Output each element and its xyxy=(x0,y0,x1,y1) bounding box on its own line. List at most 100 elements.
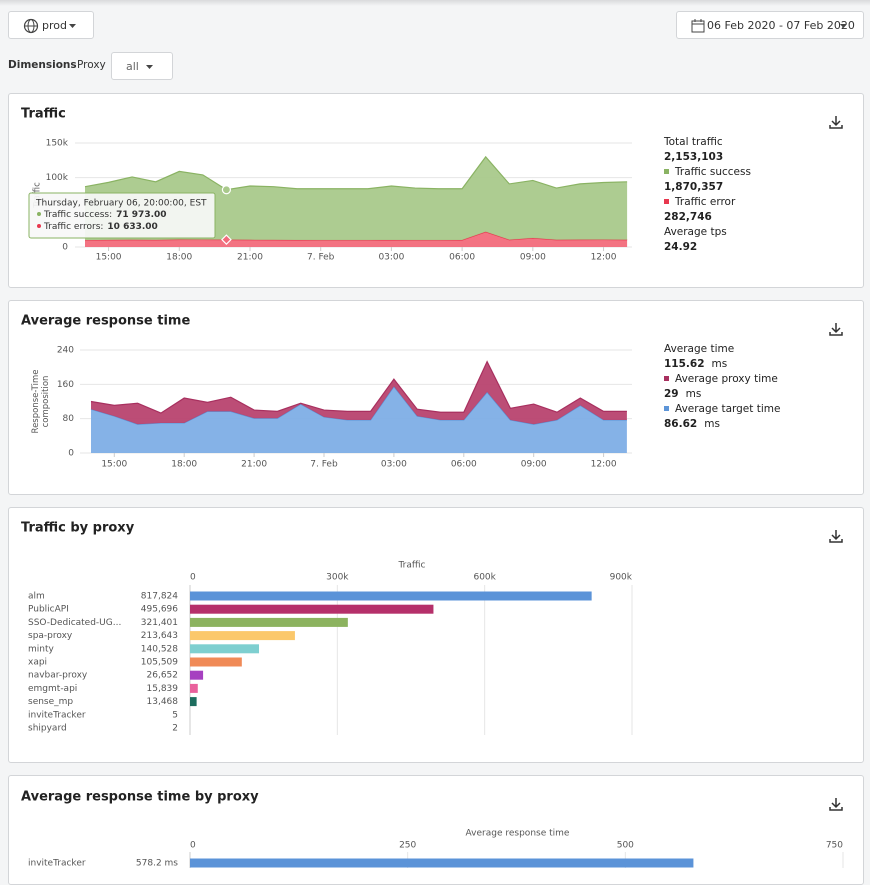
tooltip-value: 71 973.00 xyxy=(116,210,166,220)
bar xyxy=(190,684,198,693)
value-label: 2 xyxy=(172,724,178,734)
panel-title: Traffic xyxy=(21,107,66,122)
tooltip-title: Thursday, February 06, 20:00:00, EST xyxy=(35,199,207,209)
value-label: 817,824 xyxy=(141,592,178,602)
category-label: xapi xyxy=(28,658,47,668)
legend-value: 24.92 xyxy=(664,241,697,253)
value-label: 140,528 xyxy=(141,644,178,654)
legend-label: Average time xyxy=(664,343,734,355)
bar xyxy=(190,658,242,667)
panel-title: Average response time by proxy xyxy=(21,790,259,805)
x-tick-label: 7. Feb xyxy=(310,460,338,470)
category-label: alm xyxy=(28,592,45,602)
bar xyxy=(190,859,693,868)
tooltip-bullet xyxy=(37,212,41,216)
x-tick-label: 06:00 xyxy=(451,460,477,470)
download-icon xyxy=(830,798,842,810)
legend-swatch xyxy=(664,376,669,381)
legend-swatch xyxy=(664,406,669,411)
legend-label: Average tps xyxy=(664,226,727,238)
legend-value: 115.62 ms xyxy=(664,358,727,370)
category-label: inviteTracker xyxy=(28,859,86,869)
tooltip-bullet xyxy=(37,224,41,228)
summary-value: 282,746 xyxy=(664,211,712,223)
legend-value: 1,870,357 xyxy=(664,181,723,193)
category-label: shipyard xyxy=(28,724,67,734)
download-icon xyxy=(830,530,842,542)
tooltip-row: Traffic errors: 10 633.00 xyxy=(43,222,158,232)
summary-value: 1,870,357 xyxy=(664,181,723,193)
bar xyxy=(190,671,203,680)
x-tick-label: 7. Feb xyxy=(307,253,335,263)
value-label: 321,401 xyxy=(141,618,178,628)
summary-value: 115.62 xyxy=(664,358,705,370)
y-tick-label: 0 xyxy=(68,449,74,459)
area xyxy=(91,362,627,425)
download-button[interactable] xyxy=(830,323,842,335)
x-tick-label: 12:00 xyxy=(591,253,617,263)
legend-value: 86.62 ms xyxy=(664,418,720,430)
summary-value: 86.62 xyxy=(664,418,697,430)
x-tick-label: 250 xyxy=(399,841,416,851)
legend-label: Average proxy time xyxy=(675,373,778,385)
y-axis-label: Response-Timecomposition xyxy=(31,370,51,434)
legend-swatch xyxy=(664,199,669,204)
x-tick-label: 15:00 xyxy=(101,460,127,470)
x-tick-label: 15:00 xyxy=(96,253,122,263)
bar xyxy=(190,631,295,640)
download-icon xyxy=(830,116,842,128)
value-label: 15,839 xyxy=(147,684,179,694)
value-label: 495,696 xyxy=(141,605,178,615)
x-tick-label: 03:00 xyxy=(381,460,407,470)
value-label: 105,509 xyxy=(141,658,178,668)
panel-title: Traffic by proxy xyxy=(21,521,135,536)
value-label: 5 xyxy=(172,710,178,720)
legend-label: Average target time xyxy=(675,403,780,415)
y-tick-label: 100k xyxy=(46,173,69,183)
x-tick-label: 600k xyxy=(473,573,496,583)
category-label: SSO-Dedicated-UG... xyxy=(28,618,121,628)
y-tick-label: 0 xyxy=(62,243,68,253)
tooltip-label: Traffic success: xyxy=(43,210,112,220)
x-tick-label: 18:00 xyxy=(171,460,197,470)
category-label: minty xyxy=(28,644,55,654)
value-label: 13,468 xyxy=(147,697,179,707)
summary-unit: ms xyxy=(704,418,720,430)
x-tick-label: 18:00 xyxy=(166,253,192,263)
x-tick-label: 750 xyxy=(826,841,843,851)
summary-unit: ms xyxy=(712,358,728,370)
category-label: spa-proxy xyxy=(28,631,73,641)
panel-title: Average response time xyxy=(21,314,190,329)
legend-value: 282,746 xyxy=(664,211,712,223)
x-tick-label: 0 xyxy=(190,573,196,583)
x-tick-label: 12:00 xyxy=(591,460,617,470)
bar xyxy=(190,644,259,653)
value-label: 213,643 xyxy=(141,631,178,641)
category-label: emgmt-api xyxy=(28,684,77,694)
legend-label: Total traffic xyxy=(663,136,723,148)
download-button[interactable] xyxy=(830,530,842,542)
y-tick-label: 80 xyxy=(63,414,75,424)
download-icon xyxy=(830,323,842,335)
y-tick-label: 150k xyxy=(46,139,69,149)
tooltip-value: 10 633.00 xyxy=(107,222,157,232)
value-label: 26,652 xyxy=(147,671,179,681)
summary-value: 29 xyxy=(664,388,679,400)
download-button[interactable] xyxy=(830,798,842,810)
x-tick-label: 21:00 xyxy=(241,460,267,470)
y-tick-label: 240 xyxy=(57,346,74,356)
x-tick-label: 500 xyxy=(617,841,634,851)
y-tick-label: 160 xyxy=(57,380,74,390)
download-button[interactable] xyxy=(830,116,842,128)
x-tick-label: 03:00 xyxy=(378,253,404,263)
hover-marker xyxy=(222,186,230,194)
legend-value: 2,153,103 xyxy=(664,151,723,163)
tooltip-label: Traffic errors: xyxy=(43,222,103,232)
category-label: sense_mp xyxy=(28,697,73,707)
tooltip-row: Traffic success: 71 973.00 xyxy=(43,210,167,220)
summary-value: 24.92 xyxy=(664,241,697,253)
x-tick-label: 21:00 xyxy=(237,253,263,263)
